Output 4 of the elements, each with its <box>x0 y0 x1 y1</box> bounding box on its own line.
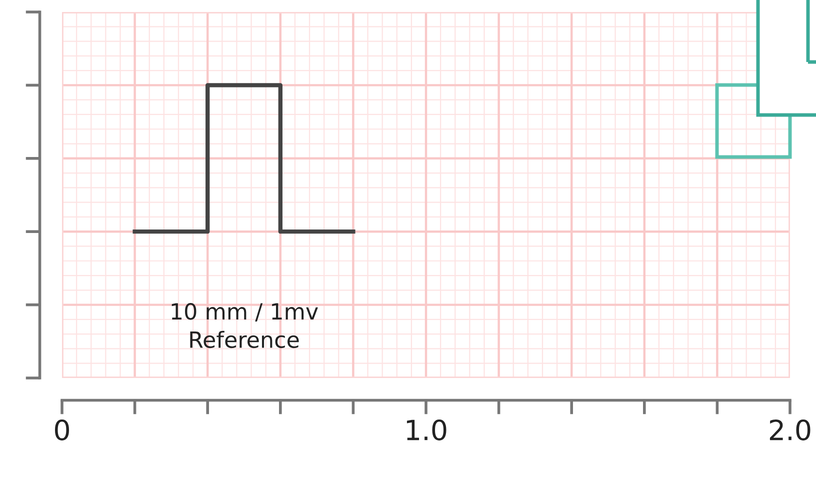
x-tick-label: 2.0 <box>770 419 810 440</box>
x-tick-label: 1.0 <box>406 419 446 440</box>
x-tick-label: 0 <box>54 419 69 440</box>
text: 10 mm / 1mv Reference <box>172 303 318 348</box>
